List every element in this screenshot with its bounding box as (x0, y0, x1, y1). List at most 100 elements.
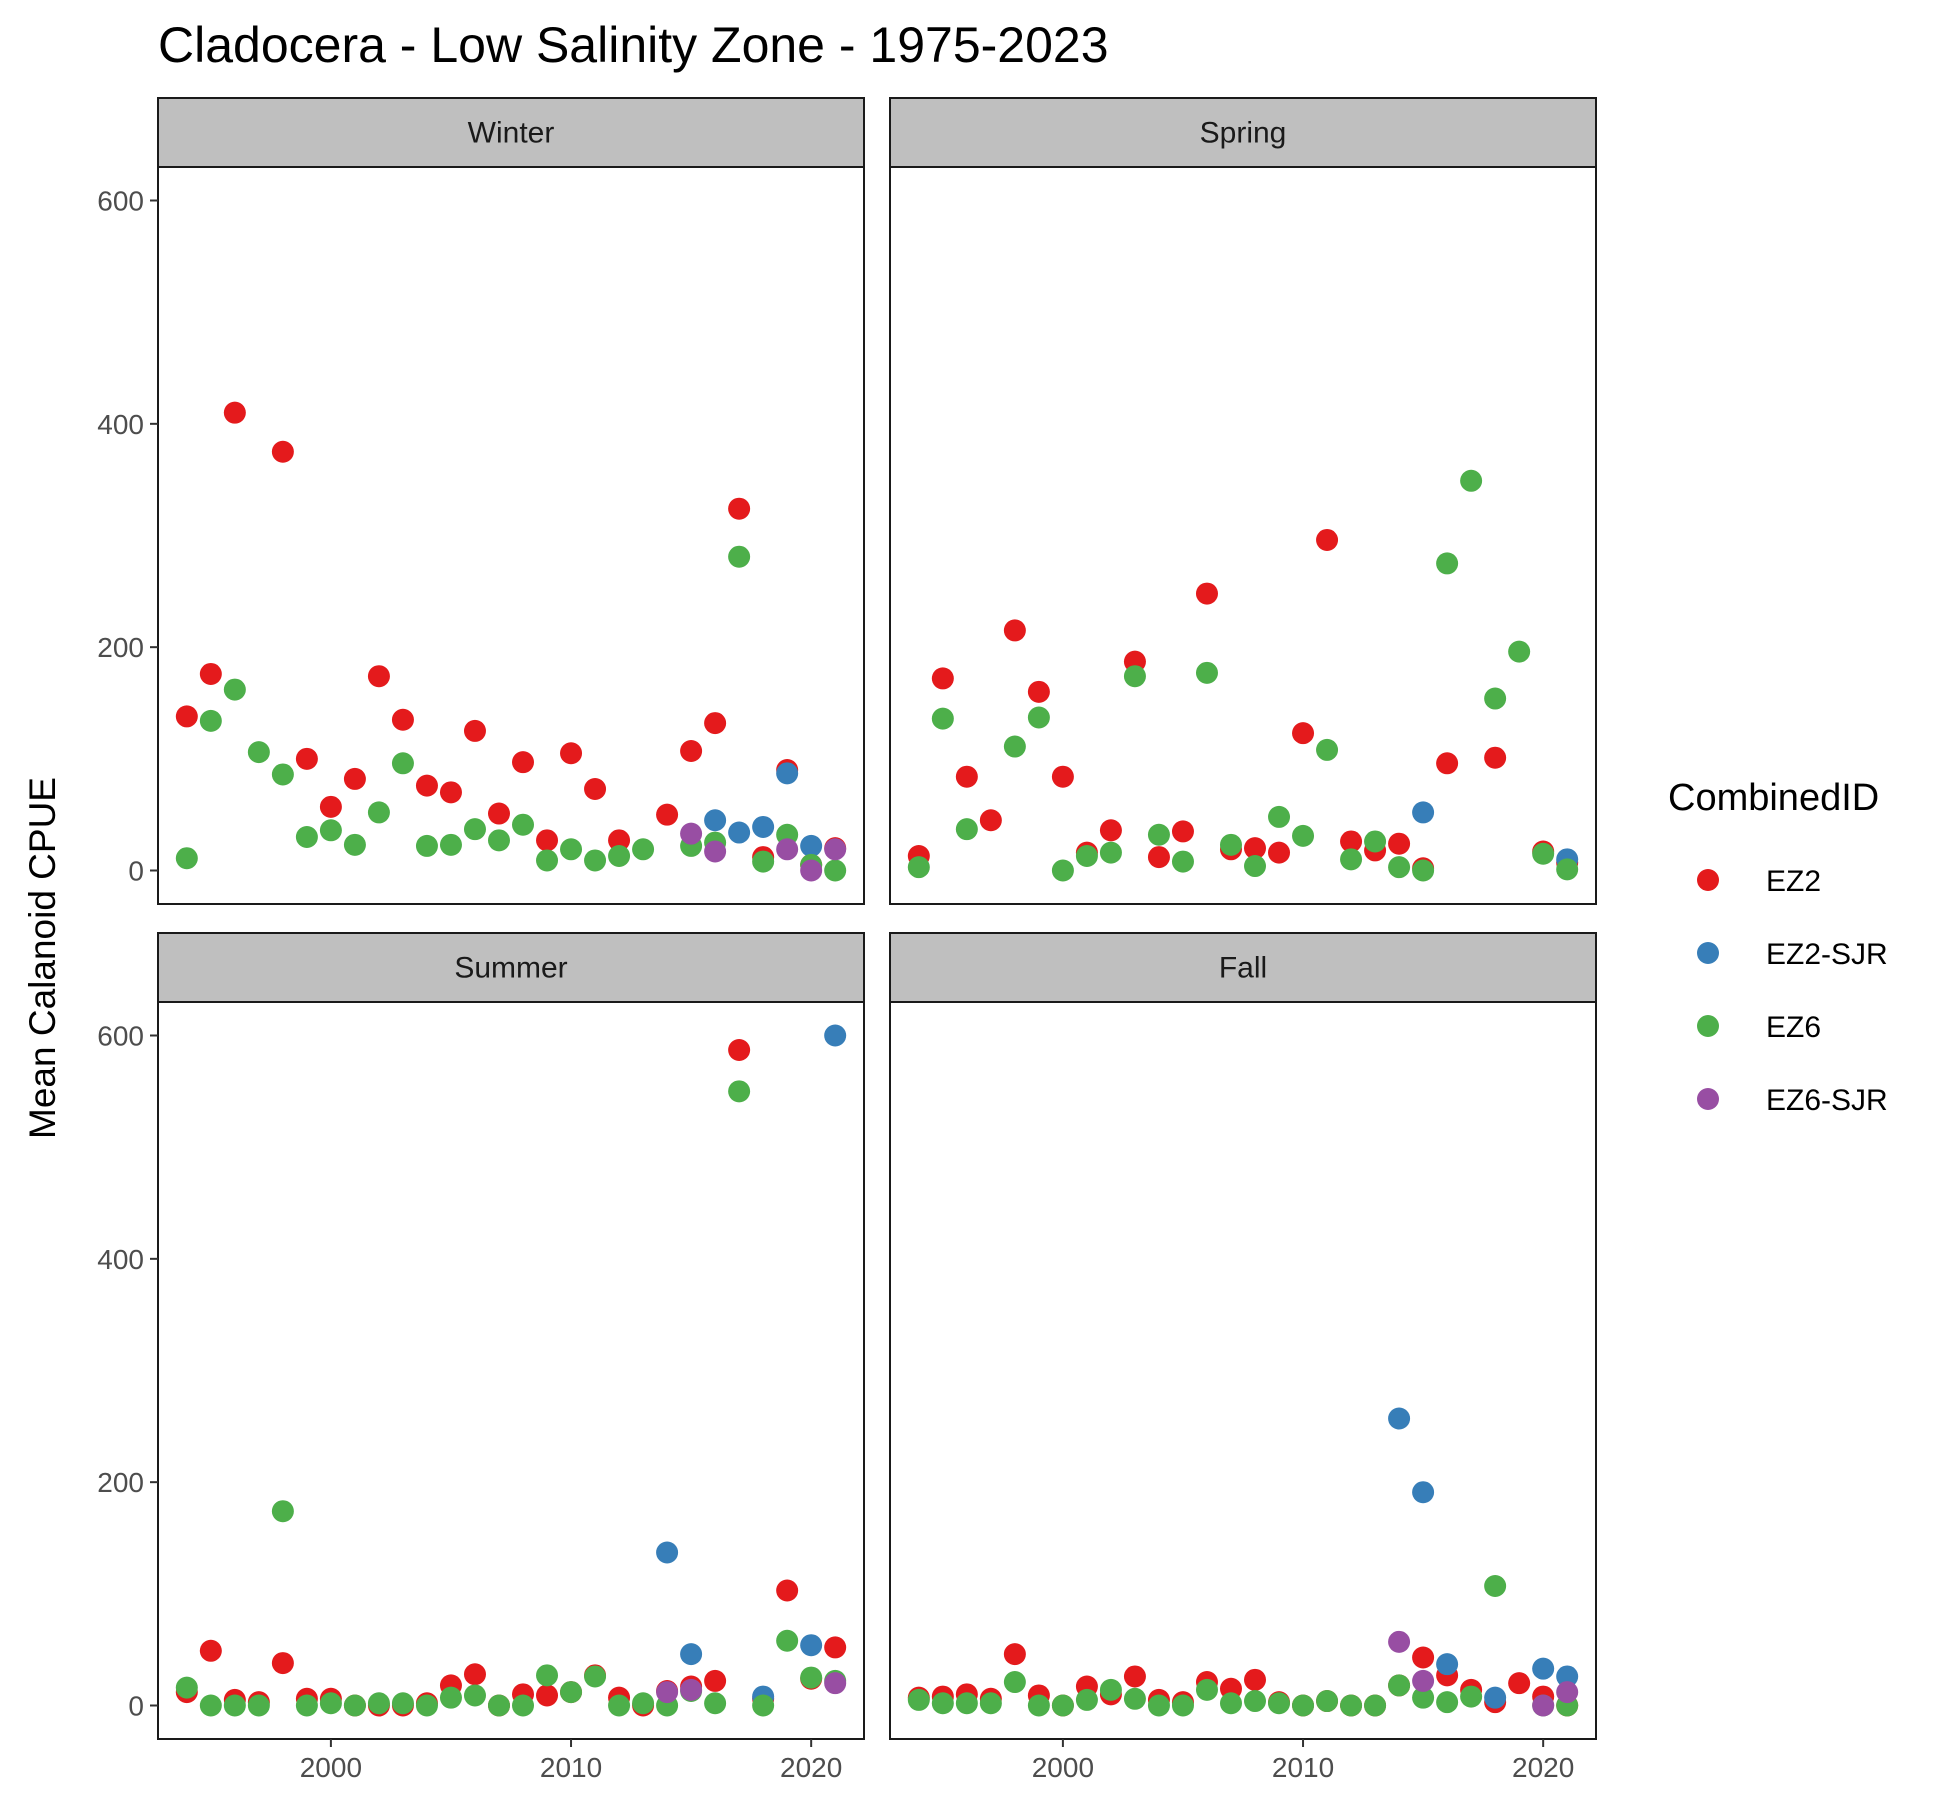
y-tick-label: 200 (97, 632, 144, 663)
data-point (343, 1694, 366, 1717)
data-point (1003, 1643, 1026, 1666)
data-point (560, 1681, 583, 1704)
data-point (955, 765, 978, 788)
series-ez2-sjr (704, 762, 823, 857)
data-point (824, 1636, 847, 1659)
facet-strip-label: Fall (1219, 952, 1267, 985)
data-point (680, 822, 703, 845)
data-point (415, 774, 438, 797)
data-point (1292, 1694, 1315, 1717)
data-point (1292, 824, 1315, 847)
panel-winter: Winter 0 200 400 600 (97, 97, 865, 905)
data-point (1484, 687, 1507, 710)
data-point (1027, 1694, 1050, 1717)
data-point (415, 1694, 438, 1717)
data-point (907, 856, 930, 879)
data-point (824, 859, 847, 882)
data-point (271, 763, 294, 786)
data-point (1171, 1694, 1194, 1717)
data-point (931, 667, 954, 690)
data-point (536, 1684, 559, 1707)
legend: CombinedID EZ2 EZ2-SJR EZ6 EZ6-SJR (1668, 777, 1888, 1117)
data-point (1123, 1687, 1146, 1710)
data-point (1123, 1665, 1146, 1688)
data-point (1099, 841, 1122, 864)
data-point (1460, 1685, 1483, 1708)
series-ez6 (907, 1575, 1579, 1717)
data-point (199, 1639, 222, 1662)
data-point (1532, 842, 1555, 865)
data-point (1003, 1671, 1026, 1694)
chart-title: Cladocera - Low Salinity Zone - 1975-202… (158, 17, 1109, 73)
data-point (1508, 640, 1531, 663)
data-point (704, 712, 727, 735)
data-point (931, 707, 954, 730)
data-point (512, 813, 535, 836)
data-point (1051, 765, 1074, 788)
data-point (1051, 1694, 1074, 1717)
data-point (1219, 1692, 1242, 1715)
data-point (1388, 832, 1411, 855)
data-point (776, 1629, 799, 1652)
data-point (752, 1694, 775, 1717)
data-point (1027, 680, 1050, 703)
data-point (512, 1694, 535, 1717)
data-point (1412, 859, 1435, 882)
data-point (1532, 1657, 1555, 1680)
data-point (1075, 844, 1098, 867)
data-point (800, 834, 823, 857)
data-point (175, 847, 198, 870)
data-point (1268, 1692, 1291, 1715)
data-point (463, 1684, 486, 1707)
facet-strip-label: Winter (468, 117, 555, 150)
data-point (584, 1665, 607, 1688)
data-point (1219, 833, 1242, 856)
data-point (1051, 859, 1074, 882)
data-point (1027, 706, 1050, 729)
data-point (680, 1643, 703, 1666)
facet-strip (157, 97, 865, 168)
data-point (728, 545, 751, 568)
legend-label: EZ2-SJR (1766, 938, 1888, 971)
data-point (199, 1694, 222, 1717)
data-point (415, 834, 438, 857)
data-point (955, 818, 978, 841)
data-point (295, 826, 318, 848)
data-point (632, 838, 655, 861)
legend-key (1697, 1015, 1719, 1037)
data-point (1436, 1691, 1459, 1714)
data-point (1171, 850, 1194, 873)
data-point (1532, 1694, 1555, 1717)
data-point (1171, 820, 1194, 843)
data-point (223, 1694, 246, 1717)
data-point (1436, 552, 1459, 575)
data-point (1412, 1669, 1435, 1692)
x-tick-label: 2010 (540, 1752, 602, 1783)
data-point (1556, 1681, 1579, 1704)
data-point (391, 752, 414, 775)
data-point (608, 829, 631, 852)
legend-label: EZ2 (1766, 865, 1821, 898)
data-point (1340, 848, 1363, 871)
series-ez2-sjr (1388, 1407, 1579, 1709)
data-point (343, 833, 366, 856)
y-tick-label: 0 (128, 856, 144, 887)
data-point (1268, 841, 1291, 864)
data-point (343, 767, 366, 790)
data-point (776, 838, 799, 861)
data-point (1147, 823, 1170, 846)
data-point (1268, 805, 1291, 828)
data-point (560, 742, 583, 765)
data-point (1412, 1686, 1435, 1709)
data-point (656, 803, 679, 826)
data-point (247, 1694, 270, 1717)
data-point (223, 678, 246, 701)
data-point (1244, 855, 1267, 878)
data-point (800, 1666, 823, 1689)
data-point (632, 1692, 655, 1715)
data-point (1508, 1672, 1531, 1695)
data-point (907, 1688, 930, 1711)
data-point (487, 802, 510, 825)
data-point (955, 1692, 978, 1715)
data-point (1484, 1686, 1507, 1709)
